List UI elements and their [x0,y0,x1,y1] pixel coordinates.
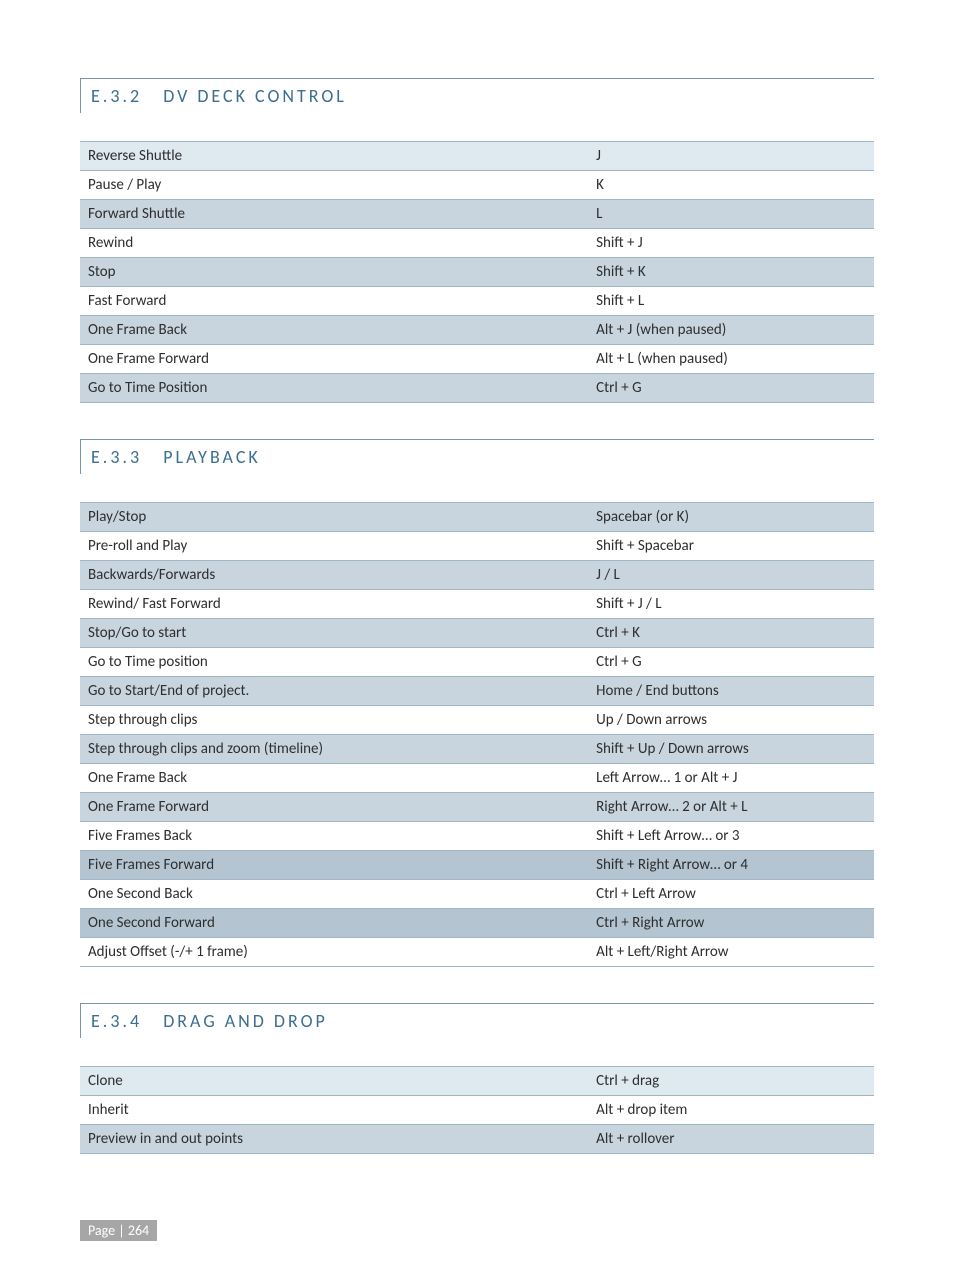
table-row: One Frame ForwardRight Arrow… 2 or Alt +… [80,793,874,822]
shortcut-key: J [588,142,874,171]
shortcut-label: Pause / Play [80,171,588,200]
table-row: Five Frames BackShift + Left Arrow… or 3 [80,822,874,851]
shortcut-label: One Frame Forward [80,793,588,822]
shortcut-label: Backwards/Forwards [80,561,588,590]
shortcut-label: One Frame Back [80,316,588,345]
table-row: Go to Time positionCtrl + G [80,648,874,677]
shortcut-label: Go to Start/End of project. [80,677,588,706]
table-row: Go to Time PositionCtrl + G [80,374,874,403]
shortcut-key: Shift + K [588,258,874,287]
table-row: RewindShift + J [80,229,874,258]
table-row: CloneCtrl + drag [80,1067,874,1096]
shortcut-key: Shift + Right Arrow… or 4 [588,851,874,880]
shortcut-key: Shift + Spacebar [588,532,874,561]
shortcut-key: Shift + L [588,287,874,316]
shortcut-label: Preview in and out points [80,1125,588,1154]
section-heading-playback: E.3.3 PLAYBACK [80,439,874,474]
table-row: Backwards/ForwardsJ / L [80,561,874,590]
shortcut-table-dv-deck: Reverse ShuttleJPause / PlayKForward Shu… [80,141,874,403]
shortcut-label: Adjust Offset (-/+ 1 frame) [80,938,588,967]
table-row: One Second ForwardCtrl + Right Arrow [80,909,874,938]
table-row: InheritAlt + drop item [80,1096,874,1125]
table-row: One Frame BackAlt + J (when paused) [80,316,874,345]
table-row: One Frame BackLeft Arrow… 1 or Alt + J [80,764,874,793]
shortcut-label: Five Frames Back [80,822,588,851]
shortcut-key: Up / Down arrows [588,706,874,735]
shortcut-key: Spacebar (or K) [588,503,874,532]
shortcut-label: One Frame Back [80,764,588,793]
shortcut-key: Home / End buttons [588,677,874,706]
shortcut-label: One Second Back [80,880,588,909]
shortcut-label: Forward Shuttle [80,200,588,229]
shortcut-key: J / L [588,561,874,590]
shortcut-key: Shift + J / L [588,590,874,619]
table-row: One Frame ForwardAlt + L (when paused) [80,345,874,374]
shortcut-key: Ctrl + Right Arrow [588,909,874,938]
shortcut-key: Shift + J [588,229,874,258]
section-number: E.3.4 [91,1010,142,1032]
shortcut-label: Five Frames Forward [80,851,588,880]
shortcut-label: One Frame Forward [80,345,588,374]
shortcut-label: Fast Forward [80,287,588,316]
table-row: Go to Start/End of project.Home / End bu… [80,677,874,706]
table-row: Play/StopSpacebar (or K) [80,503,874,532]
shortcut-label: Clone [80,1067,588,1096]
shortcut-key: Right Arrow… 2 or Alt + L [588,793,874,822]
shortcut-key: L [588,200,874,229]
shortcut-table-playback: Play/StopSpacebar (or K)Pre-roll and Pla… [80,502,874,967]
shortcut-key: Shift + Left Arrow… or 3 [588,822,874,851]
section-title: DV DECK CONTROL [163,85,347,107]
table-row: Fast ForwardShift + L [80,287,874,316]
shortcut-key: Alt + Left/Right Arrow [588,938,874,967]
shortcut-label: Reverse Shuttle [80,142,588,171]
table-row: Step through clipsUp / Down arrows [80,706,874,735]
shortcut-label: Rewind [80,229,588,258]
table-row: One Second BackCtrl + Left Arrow [80,880,874,909]
shortcut-label: Stop [80,258,588,287]
shortcut-label: Pre-roll and Play [80,532,588,561]
table-row: Stop/Go to startCtrl + K [80,619,874,648]
shortcut-key: Ctrl + Left Arrow [588,880,874,909]
shortcut-label: Step through clips and zoom (timeline) [80,735,588,764]
table-row: Preview in and out pointsAlt + rollover [80,1125,874,1154]
shortcut-key: Ctrl + K [588,619,874,648]
table-row: Reverse ShuttleJ [80,142,874,171]
shortcut-key: Ctrl + G [588,374,874,403]
table-row: Step through clips and zoom (timeline)Sh… [80,735,874,764]
table-row: Pause / PlayK [80,171,874,200]
section-heading-dv-deck: E.3.2 DV DECK CONTROL [80,78,874,113]
shortcut-label: Inherit [80,1096,588,1125]
shortcut-label: Go to Time Position [80,374,588,403]
section-title: PLAYBACK [163,446,261,468]
shortcut-label: One Second Forward [80,909,588,938]
table-row: Adjust Offset (-/+ 1 frame)Alt + Left/Ri… [80,938,874,967]
section-number: E.3.3 [91,446,142,468]
shortcut-label: Go to Time position [80,648,588,677]
shortcut-key: Alt + L (when paused) [588,345,874,374]
section-number: E.3.2 [91,85,142,107]
section-heading-drag-drop: E.3.4 DRAG AND DROP [80,1003,874,1038]
shortcut-label: Rewind/ Fast Forward [80,590,588,619]
table-row: Forward ShuttleL [80,200,874,229]
table-row: Five Frames ForwardShift + Right Arrow… … [80,851,874,880]
table-row: StopShift + K [80,258,874,287]
shortcut-label: Step through clips [80,706,588,735]
shortcut-key: Ctrl + G [588,648,874,677]
shortcut-key: Alt + J (when paused) [588,316,874,345]
shortcut-label: Stop/Go to start [80,619,588,648]
shortcut-key: Ctrl + drag [588,1067,874,1096]
section-title: DRAG AND DROP [163,1010,328,1032]
shortcut-key: Left Arrow… 1 or Alt + J [588,764,874,793]
shortcut-label: Play/Stop [80,503,588,532]
shortcut-key: Shift + Up / Down arrows [588,735,874,764]
shortcut-key: Alt + rollover [588,1125,874,1154]
shortcut-table-drag-drop: CloneCtrl + dragInheritAlt + drop itemPr… [80,1066,874,1154]
shortcut-key: Alt + drop item [588,1096,874,1125]
shortcut-key: K [588,171,874,200]
table-row: Pre-roll and PlayShift + Spacebar [80,532,874,561]
page-number-badge: Page | 264 [80,1220,157,1241]
table-row: Rewind/ Fast ForwardShift + J / L [80,590,874,619]
